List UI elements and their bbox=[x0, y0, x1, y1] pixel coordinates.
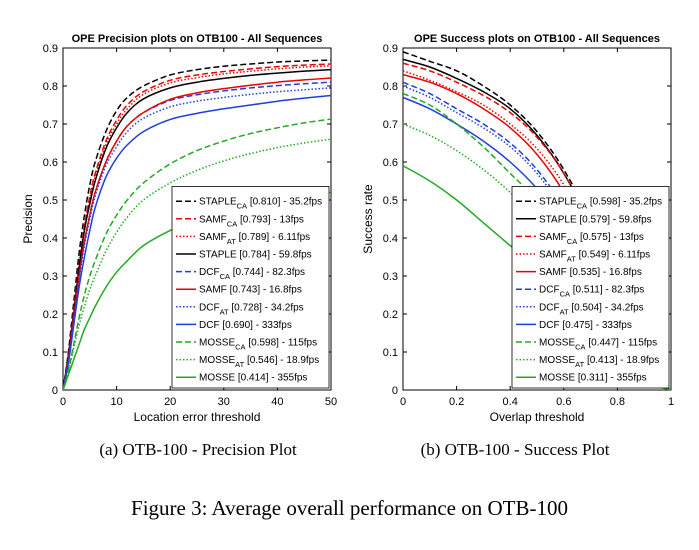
y-tick-label: 0.3 bbox=[43, 271, 58, 283]
series-line-samf-ca bbox=[403, 62, 671, 390]
legend-entry: DCFAT [0.728] - 34.2fps bbox=[199, 302, 304, 316]
legend-box bbox=[511, 185, 670, 389]
subcaption-success: (b) OTB-100 - Success Plot bbox=[420, 440, 610, 459]
x-tick-label: 0 bbox=[400, 396, 406, 408]
x-axis-label: Overlap threshold bbox=[490, 410, 585, 424]
legend-entry: MOSSECA [0.447] - 115fps bbox=[539, 338, 657, 352]
legend-entry: MOSSE [0.311] - 355fps bbox=[539, 373, 647, 384]
series-line-samf bbox=[63, 77, 331, 390]
subcaption-precision: (a) OTB-100 - Precision Plot bbox=[99, 440, 297, 459]
legend-entry: SAMFAT [0.549] - 6.11fps bbox=[539, 250, 650, 264]
legend-entry: MOSSEAT [0.413] - 18.9fps bbox=[539, 355, 659, 369]
legend-entry: SAMFAT [0.789] - 6.11fps bbox=[199, 232, 310, 246]
series-line-dcf bbox=[63, 94, 331, 390]
legend-entry: STAPLECA [0.598] - 35.2fps bbox=[539, 197, 662, 211]
y-tick-label: 0.8 bbox=[383, 81, 398, 93]
legend: STAPLECA [0.598] - 35.2fps STAPLE [0.579]… bbox=[511, 185, 670, 389]
plot-frame bbox=[402, 47, 672, 391]
y-axis-label: Success rate bbox=[361, 184, 375, 254]
y-tick-label: 0.7 bbox=[43, 119, 58, 131]
series-line-staple-ca bbox=[63, 59, 331, 390]
y-tick-label: 0.1 bbox=[383, 347, 398, 359]
x-tick-label: 0.2 bbox=[449, 396, 464, 408]
legend-entry: SAMFCA [0.793] - 13fps bbox=[199, 214, 304, 228]
precision-plot: OPE Precision plots on OTB100 - All Sequ… bbox=[21, 33, 337, 424]
series-line-dcf-at bbox=[403, 85, 671, 390]
legend-entry: DCFCA [0.744] - 82.3fps bbox=[199, 267, 305, 281]
legend-entry: STAPLE [0.784] - 59.8fps bbox=[199, 250, 312, 261]
x-tick-label: 0 bbox=[60, 396, 66, 408]
legend-entry: STAPLECA [0.810] - 35.2fps bbox=[199, 197, 322, 211]
y-tick-label: 0.5 bbox=[383, 195, 398, 207]
x-tick-label: 20 bbox=[164, 396, 176, 408]
series-line-mosse-at bbox=[63, 138, 331, 390]
y-tick-label: 0.5 bbox=[43, 195, 58, 207]
series-line-samf-at bbox=[403, 70, 671, 390]
y-tick-label: 0.4 bbox=[383, 233, 398, 245]
x-tick-label: 40 bbox=[271, 396, 283, 408]
legend-entry: DCFAT [0.504] - 34.2fps bbox=[539, 302, 644, 316]
y-tick-label: 0.3 bbox=[383, 271, 398, 283]
chart-title: OPE Precision plots on OTB100 - All Sequ… bbox=[72, 33, 323, 45]
plot-frame bbox=[62, 47, 332, 391]
y-tick-label: 0.8 bbox=[43, 81, 58, 93]
legend-entry: DCFCA [0.511] - 82.3fps bbox=[539, 285, 644, 299]
x-tick-label: 50 bbox=[325, 396, 337, 408]
legend-entry: SAMF [0.743] - 16.8fps bbox=[199, 285, 302, 296]
legend-entry: STAPLE [0.579] - 59.8fps bbox=[539, 214, 652, 225]
y-tick-label: 0.2 bbox=[43, 309, 58, 321]
success-plot: OPE Success plots on OTB100 - All Sequen… bbox=[361, 33, 674, 424]
legend: STAPLECA [0.810] - 35.2fps SAMFCA [0.793]… bbox=[171, 185, 330, 389]
x-tick-label: 30 bbox=[218, 396, 230, 408]
legend-entry: SAMF [0.535] - 16.8fps bbox=[539, 267, 642, 278]
legend-entry: DCF [0.475] - 333fps bbox=[539, 320, 632, 331]
y-tick-label: 0.1 bbox=[43, 347, 58, 359]
series-line-dcf-at bbox=[63, 87, 331, 390]
series-line-staple bbox=[63, 68, 331, 390]
chart-title: OPE Success plots on OTB100 - All Sequen… bbox=[414, 33, 660, 45]
series-line-mosse-ca bbox=[63, 118, 331, 390]
y-tick-label: 0.9 bbox=[43, 43, 58, 55]
figure-caption: Figure 3: Average overall performance on… bbox=[131, 496, 568, 520]
x-tick-label: 1 bbox=[668, 396, 674, 408]
legend-entry: MOSSE [0.414] - 355fps bbox=[199, 373, 307, 384]
y-tick-label: 0.9 bbox=[383, 43, 398, 55]
y-tick-label: 0.6 bbox=[383, 157, 398, 169]
y-tick-label: 0.6 bbox=[43, 157, 58, 169]
legend-entry: DCF [0.690] - 333fps bbox=[199, 320, 292, 331]
y-tick-label: 0 bbox=[392, 385, 398, 397]
y-tick-label: 0 bbox=[52, 385, 58, 397]
x-tick-label: 0.8 bbox=[610, 396, 625, 408]
legend-entry: MOSSECA [0.598] - 115fps bbox=[199, 338, 317, 352]
series-line-staple-ca bbox=[403, 51, 671, 390]
legend-box bbox=[171, 185, 330, 389]
x-tick-label: 10 bbox=[110, 396, 122, 408]
legend-entry: SAMFCA [0.575] - 13fps bbox=[539, 232, 644, 246]
y-tick-label: 0.2 bbox=[383, 309, 398, 321]
x-tick-label: 0.4 bbox=[503, 396, 518, 408]
x-axis-label: Location error threshold bbox=[134, 410, 261, 424]
y-tick-label: 0.4 bbox=[43, 233, 58, 245]
x-tick-label: 0.6 bbox=[556, 396, 571, 408]
y-tick-label: 0.7 bbox=[383, 119, 398, 131]
y-axis-label: Precision bbox=[21, 194, 35, 243]
legend-entry: MOSSEAT [0.546] - 18.9fps bbox=[199, 355, 319, 369]
